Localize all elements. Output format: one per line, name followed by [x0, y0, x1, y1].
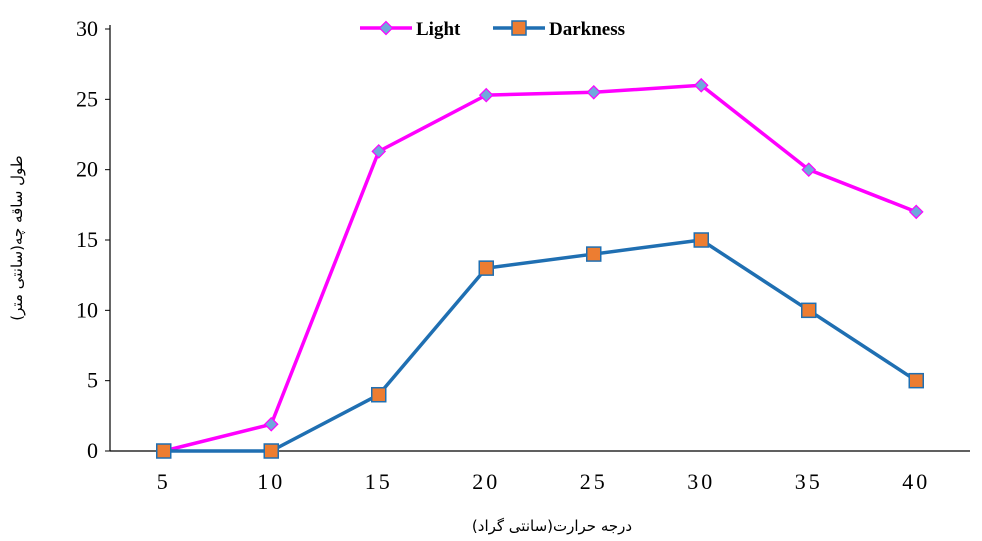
x-tick-label: 35: [795, 469, 823, 494]
x-tick-label: 20: [472, 469, 500, 494]
series-light: [156, 77, 924, 459]
data-point-light: [478, 87, 494, 103]
x-tick-label: 40: [902, 469, 930, 494]
legend: Light Darkness: [360, 19, 625, 40]
series-line-light: [163, 83, 917, 453]
y-tick-label: 20: [76, 157, 98, 182]
legend-item-darkness: Darkness: [493, 19, 625, 40]
x-tick-label: 15: [365, 469, 393, 494]
data-point-darkness: [263, 443, 279, 459]
y-tick-label: 30: [76, 16, 98, 41]
series-darkness: [156, 232, 924, 459]
data-point-light: [263, 416, 279, 432]
data-point-light: [586, 84, 602, 100]
y-axis-ticks: 0 5 10 15 20 25 30: [76, 16, 110, 463]
data-point-darkness: [693, 232, 709, 248]
y-axis-label: طول ساقه چه(سانتی متر): [8, 155, 26, 320]
legend-item-light: Light: [360, 19, 461, 40]
x-tick-label: 5: [157, 469, 171, 494]
x-tick-label: 30: [687, 469, 715, 494]
data-point-darkness: [908, 372, 924, 389]
y-tick-label: 5: [87, 368, 98, 393]
data-point-darkness: [371, 386, 387, 403]
data-point-darkness: [478, 260, 494, 276]
data-point-darkness: [156, 443, 172, 459]
x-axis-ticks: 5 10 15 20 25 30 35 40: [157, 469, 930, 494]
data-point-light: [908, 204, 924, 220]
x-tick-label: 25: [580, 469, 608, 494]
data-point-light: [371, 144, 387, 159]
y-tick-label: 0: [87, 438, 98, 463]
data-point-light: [693, 77, 709, 93]
data-point-light: [801, 162, 817, 178]
y-tick-label: 25: [76, 86, 98, 111]
legend-marker-light: [378, 20, 394, 36]
x-axis-label: درجه حرارت(سانتی گراد): [472, 517, 632, 535]
x-tick-label: 10: [257, 469, 285, 494]
y-tick-label: 10: [76, 297, 98, 322]
y-tick-label: 15: [76, 227, 98, 252]
data-point-darkness: [586, 246, 602, 262]
legend-marker-darkness: [511, 20, 527, 36]
data-point-darkness: [801, 302, 817, 319]
series-line-darkness: [163, 238, 918, 453]
series-layer: [156, 77, 924, 459]
legend-label-darkness: Darkness: [549, 19, 625, 40]
legend-label-light: Light: [416, 19, 461, 40]
